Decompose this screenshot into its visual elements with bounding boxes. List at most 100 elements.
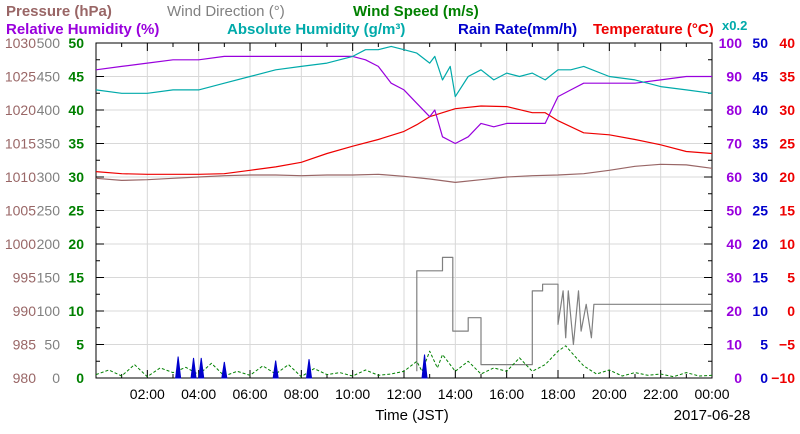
x-axis: 02:00 04:00 06:00 08:00 10:00 12:00 14:00 16:00… (121, 43, 730, 402)
y-tick-label: 70 (726, 136, 742, 152)
rain-spike (175, 356, 182, 379)
y-tick-label: 300 (37, 169, 61, 185)
y-tick-label: 40 (779, 35, 795, 51)
y-tick-label: −5 (779, 337, 795, 353)
series-rain-rate (175, 354, 428, 379)
x-tick-label: 18:00 (540, 386, 575, 402)
y-tick-label: 0 (787, 303, 795, 319)
y-tick-label: 25 (68, 203, 84, 219)
y-tick-label: 50 (726, 203, 742, 219)
y-tick-label: 150 (37, 270, 61, 286)
y-tick-label: 100 (37, 303, 61, 319)
y-axes: 1030102510201015101010051000995990985980… (5, 35, 795, 386)
y-tick-label: 35 (752, 136, 768, 152)
series-wind-direction (416, 256, 712, 372)
y-tick-label: 35 (779, 69, 795, 85)
y-tick-label: 0 (760, 370, 768, 386)
legend-relative-humidity: Relative Humidity (%) (6, 21, 159, 38)
rain-spike (421, 354, 428, 379)
y-tick-label: 45 (68, 69, 84, 85)
x-tick-label: 14:00 (438, 386, 473, 402)
y-tick-label: 5 (76, 337, 84, 353)
y-tick-label: 45 (752, 69, 768, 85)
y-tick-label: 25 (752, 203, 768, 219)
x-tick-label: 00:00 (694, 386, 729, 402)
y-tick-label: 1025 (5, 69, 36, 85)
y-tick-label: 15 (779, 203, 795, 219)
series-wind-direction-line (416, 256, 712, 372)
y-tick-label: 20 (68, 236, 84, 252)
x-tick-label: 22:00 (643, 386, 678, 402)
y-tick-label: 20 (726, 303, 742, 319)
series-relative-humidity (95, 55, 712, 145)
y-tick-label: 0 (734, 370, 742, 386)
series-wind-speed (95, 345, 713, 378)
y-axis-pressure: 1030 1025 1020 1015 1010 1005 1000 995 990 985 980 (5, 35, 36, 386)
y-tick-label: 450 (37, 69, 61, 85)
y-tick-label: 1030 (5, 35, 36, 51)
grid (96, 43, 712, 378)
y-tick-label: 30 (68, 169, 84, 185)
legend-x0-2: x0.2 (722, 18, 747, 33)
y-tick-label: 0 (52, 370, 60, 386)
x-axis-label: Time (JST) (375, 407, 449, 424)
y-tick-label: 60 (726, 169, 742, 185)
x-tick-label: 16:00 (489, 386, 524, 402)
x-tick-label: 08:00 (284, 386, 319, 402)
rain-spike (198, 357, 205, 379)
legend-wind-speed: Wind Speed (m/s) (353, 3, 479, 20)
y-tick-label: 15 (752, 270, 768, 286)
y-tick-label: 350 (37, 136, 61, 152)
y-tick-label: 400 (37, 102, 61, 118)
y-axis-temperature: 40 35 30 25 20 15 10 5 0 −5 −10 (771, 35, 795, 386)
y-tick-label: 200 (37, 236, 61, 252)
y-tick-label: 90 (726, 69, 742, 85)
date-label: 2017-06-28 (674, 407, 751, 424)
y-tick-label: 10 (68, 303, 84, 319)
y-tick-label: 30 (726, 270, 742, 286)
rain-spike (305, 359, 313, 379)
series-absolute-humidity-line (95, 45, 713, 98)
legend-absolute-humidity: Absolute Humidity (g/m³) (227, 21, 405, 38)
legend-pressure: Pressure (hPa) (6, 3, 112, 20)
y-tick-label: 10 (726, 337, 742, 353)
series-relative-humidity-line (95, 55, 712, 145)
series-wind-speed-line (95, 345, 713, 378)
y-tick-label: 250 (37, 203, 61, 219)
rain-spike (221, 361, 228, 379)
y-tick-label: 995 (13, 270, 37, 286)
y-tick-label: 35 (68, 136, 84, 152)
y-tick-label: 15 (68, 270, 84, 286)
y-tick-label: 20 (752, 236, 768, 252)
y-tick-label: 50 (68, 35, 84, 51)
y-tick-label: 985 (13, 337, 37, 353)
legend-rain-rate: Rain Rate(mm/h) (458, 21, 577, 38)
series-layer (95, 45, 713, 379)
x-tick-label: 10:00 (335, 386, 370, 402)
y-tick-label: 980 (13, 370, 37, 386)
y-tick-label: 1000 (5, 236, 36, 252)
y-tick-label: 80 (726, 102, 742, 118)
series-temperature-line (95, 105, 713, 175)
x-tick-label: 04:00 (181, 386, 216, 402)
y-tick-label: 5 (760, 337, 768, 353)
y-tick-label: 1015 (5, 136, 36, 152)
legend-wind-direction: Wind Direction (°) (167, 3, 285, 20)
series-pressure (95, 163, 713, 183)
y-tick-label: 990 (13, 303, 37, 319)
x-tick-label: 20:00 (592, 386, 627, 402)
x-tick-label: 06:00 (232, 386, 267, 402)
y-tick-label: 40 (68, 102, 84, 118)
legend: Pressure (hPa) Wind Direction (°) Wind S… (6, 3, 747, 38)
y-tick-label: 50 (44, 337, 60, 353)
y-tick-label: 10 (752, 303, 768, 319)
y-tick-label: 10 (779, 236, 795, 252)
y-tick-label: −10 (771, 370, 795, 386)
x-tick-label: 02:00 (130, 386, 165, 402)
y-tick-label: 50 (752, 35, 768, 51)
x-tick-label: 12:00 (386, 386, 421, 402)
